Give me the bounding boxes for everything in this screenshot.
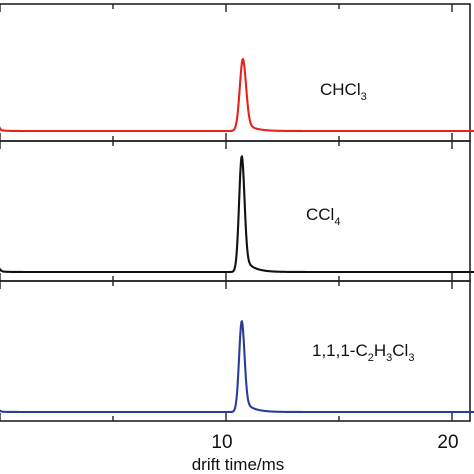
trace-ccl4	[0, 155, 474, 274]
label-part-5: Cl	[392, 341, 408, 360]
panel-label-ccl4-sub: 4	[334, 216, 340, 228]
x-axis-label: drift time/ms	[192, 455, 285, 474]
panel-label-chcl3-sub: 3	[361, 91, 367, 103]
traces-group	[0, 58, 474, 414]
panel-label-ccl4-main: CCl	[306, 205, 334, 224]
label-part-1: 1,1,1-C	[312, 341, 368, 360]
label-part-6: 3	[408, 352, 414, 364]
label-part-3: H	[374, 341, 386, 360]
label-part-4: 3	[386, 352, 392, 364]
panel-frame-chcl3	[0, 3, 471, 142]
panel-label-chcl3-main: CHCl	[320, 80, 361, 99]
panel-frame-c2h3cl3	[0, 280, 471, 422]
x-tick-label-10: 10	[211, 432, 232, 453]
label-part-2: 2	[368, 352, 374, 364]
panel-label-ccl4: CCl4	[306, 205, 340, 228]
trace-c2h3cl3	[0, 320, 474, 414]
x-ticks-group	[0, 4, 453, 421]
panel-label-chcl3: CHCl3	[320, 80, 367, 103]
x-tick-label-20: 20	[437, 432, 458, 453]
panel-label-c2h3cl3: 1,1,1-C2H3Cl3	[312, 341, 414, 364]
trace-chcl3	[0, 58, 474, 133]
